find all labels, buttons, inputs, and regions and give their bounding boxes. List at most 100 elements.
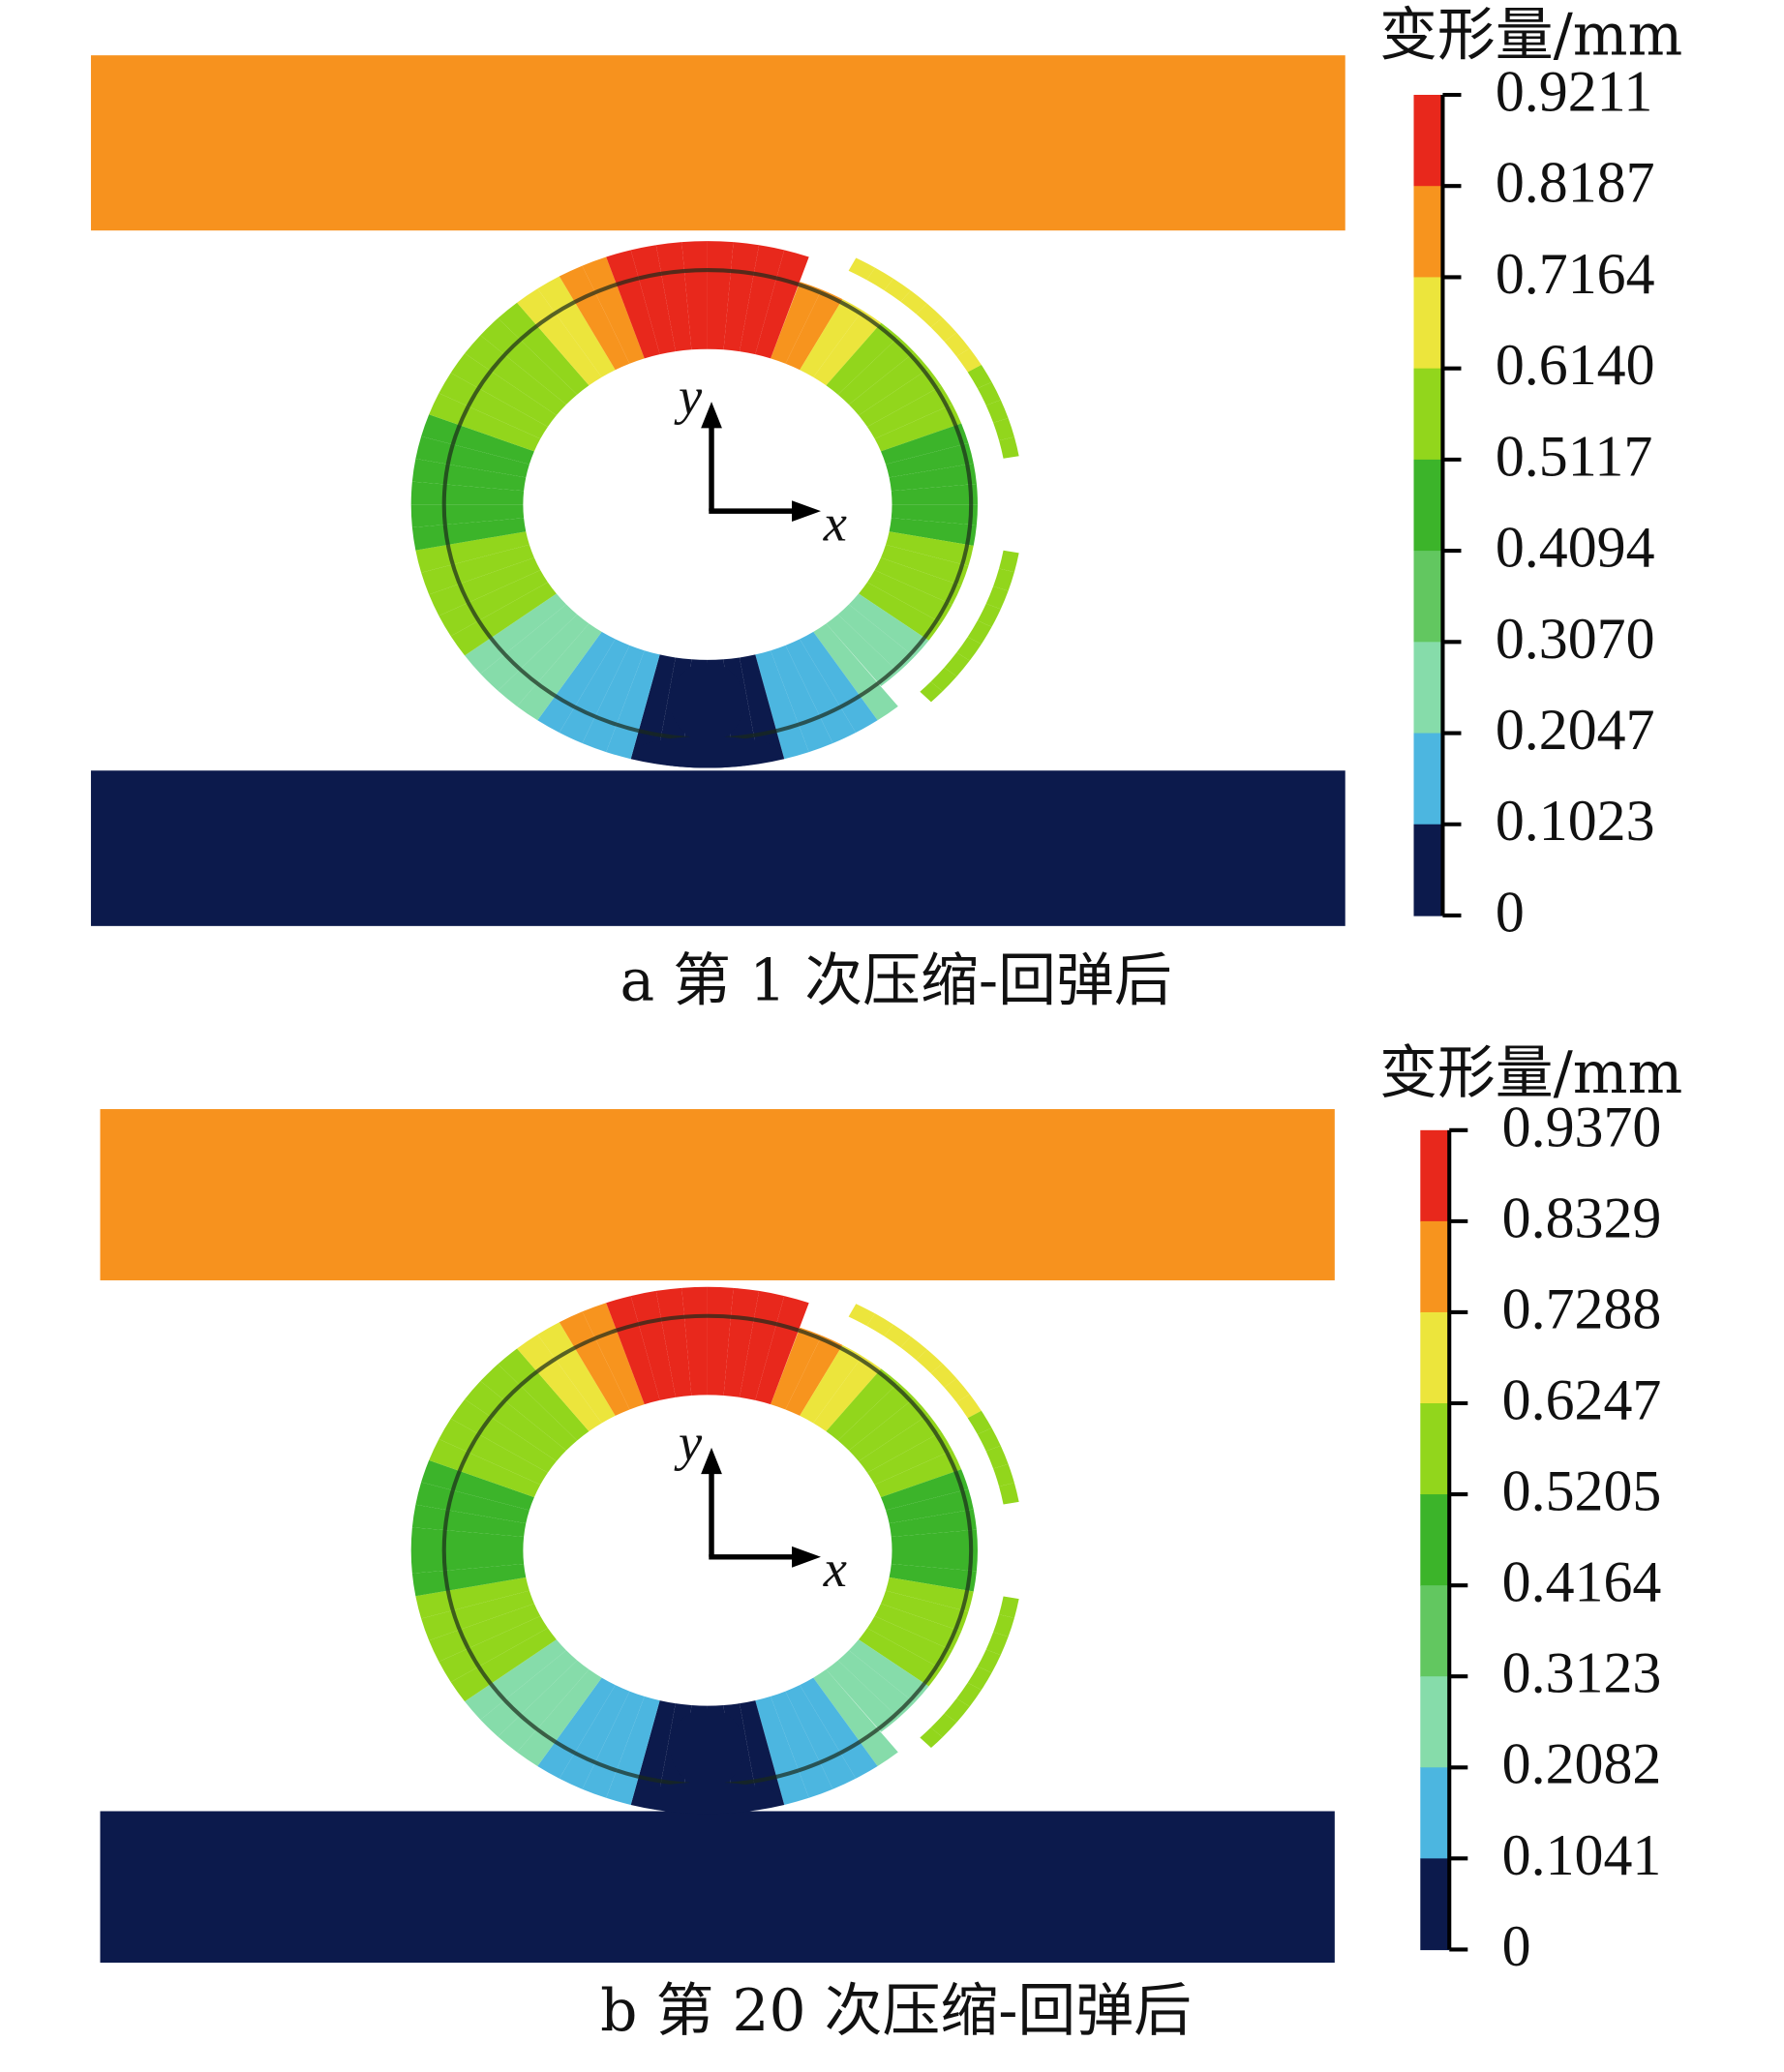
outer-strip [848,1304,876,1326]
lower-plate [90,770,1346,926]
ring-sector [465,1381,566,1461]
outer-strip [993,568,1014,591]
ring-sector [411,518,527,551]
ring-sector [421,414,534,465]
ring-sector [465,335,566,416]
ring-sector [859,1628,942,1687]
ring-sector [559,1685,630,1789]
ring-sector [480,1650,578,1737]
ring-sector [740,1290,785,1400]
outer-strip [999,550,1019,573]
outer-strip [985,1632,1009,1656]
outer-strip [884,278,911,302]
ring-sector [411,459,527,492]
ring-sector [465,593,566,675]
x-axis-label: x [823,493,847,552]
colorbar-band [1413,642,1443,735]
ring-sector [450,1628,557,1702]
outer-strip [920,681,943,703]
ring-sector [848,351,929,416]
colorbar-band [1420,1858,1450,1951]
colorbar-label: 0.4164 [1502,1550,1662,1614]
colorbar-band [1413,459,1443,552]
ring-sector [410,504,525,528]
colorbar-band [1420,1767,1450,1860]
ring-sector [826,1660,899,1732]
ring-sector [582,256,645,364]
ring-sector [450,353,557,427]
colorbar-label: 0.9211 [1496,59,1652,123]
ring-sector [465,1639,566,1720]
ring-sector [411,1504,527,1538]
contact-blob [635,1782,780,1815]
outer-strip [916,303,943,328]
ring-sector [889,1509,977,1538]
ring-sector [630,245,676,355]
colorbar-band [1413,824,1443,916]
colorbar-band [1420,1403,1450,1495]
ring-sector [826,1368,899,1441]
colorbar-band [1420,1494,1450,1586]
ring-sector [559,639,630,744]
ring-sector [874,1450,962,1498]
ring-sector [848,593,929,657]
outer-strip [930,317,957,342]
outer-strip [993,1614,1014,1637]
caption: a 第 1 次压缩-回弹后 [620,947,1171,1015]
outer-strip [884,1324,911,1348]
outer-strip [900,290,927,315]
outer-strip [993,1463,1014,1486]
colorbar-label: 0.2047 [1496,698,1655,762]
ring-sector [826,614,899,686]
outer-strip [944,652,970,676]
colorbar-label: 0.2082 [1502,1732,1662,1796]
ring-sector [813,310,882,386]
colorbar-label: 0.5117 [1496,424,1652,488]
ring-sector [517,623,602,721]
upper-plate [90,55,1346,231]
ring-sector [415,531,529,573]
ring-sector [498,1660,590,1753]
ring-sector [421,1459,534,1511]
outer-strip [848,257,876,281]
contact-blob [670,662,745,742]
outer-strip [916,1349,943,1373]
ring-sector [771,1327,822,1410]
ring-sector [813,1356,882,1431]
colorbar-band [1420,1311,1450,1404]
ring-sector [891,504,978,526]
ring-sector [429,393,541,452]
outer-strip [956,347,982,373]
ring-sector [410,481,525,505]
colorbar-label: 0.1023 [1496,789,1655,853]
ring-sector [771,645,833,753]
ring-sector [800,631,878,734]
ring-sector [800,1344,862,1424]
ring-sector [755,1696,809,1805]
ring-sector [874,557,962,605]
outer-strip [956,637,982,661]
ring-sector [891,1529,978,1551]
arrow-head [792,1546,822,1568]
ring-sector [785,1335,843,1416]
ring-sector [866,570,952,623]
ring-sector [785,289,843,371]
ring-sector [881,1469,969,1511]
ring-sector [837,337,915,405]
ring-sector [859,368,942,427]
ring-sector [517,1669,602,1766]
outer-strip [993,418,1014,441]
colorbar-band [1413,368,1443,461]
ring-sector [866,1431,952,1486]
ring-sector [582,645,645,753]
ring-sector [826,322,899,395]
ring-sector [881,1590,969,1632]
ring-sector [606,1296,660,1405]
y-axis-label: y [674,1412,703,1471]
ring-sector [537,1322,616,1424]
outer-strip [985,1445,1009,1469]
ring-sector [438,1418,548,1486]
ring-sector [438,373,548,439]
ring-sector [848,1639,929,1703]
